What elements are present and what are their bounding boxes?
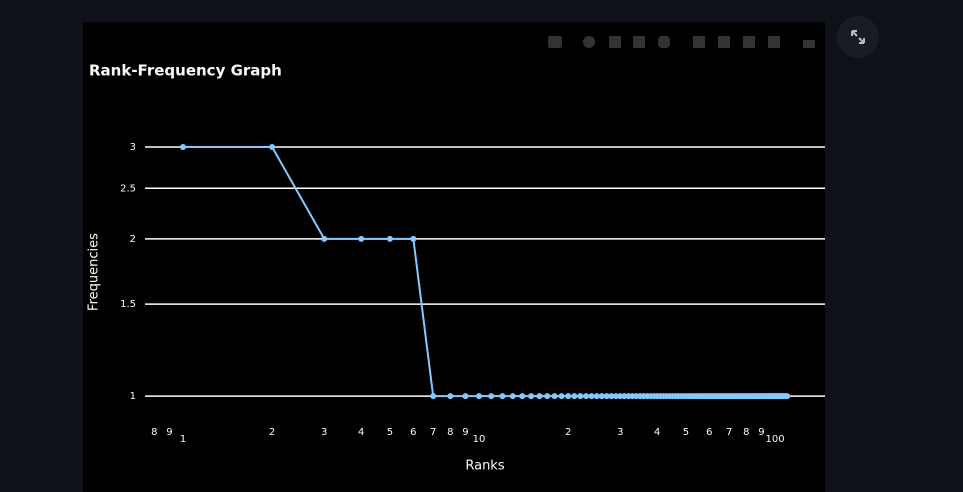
y-axis-title: Frequencies [87, 233, 102, 311]
lasso-button[interactable] [658, 36, 670, 48]
data-point [571, 393, 578, 400]
x-tick-label: 5 [387, 427, 393, 438]
x-tick-label: 5 [683, 427, 689, 438]
data-point [488, 393, 495, 400]
data-point [588, 393, 595, 400]
box-select-button[interactable] [633, 36, 645, 48]
data-point [358, 235, 365, 242]
data-point [565, 393, 572, 400]
x-tick-label: 8 [151, 427, 157, 438]
x-tick-label: 2 [565, 427, 571, 438]
y-tick-label: 1 [130, 391, 136, 402]
data-point [476, 393, 483, 400]
x-tick-label: 9 [166, 427, 172, 438]
chart-title: Rank-Frequency Graph [89, 62, 282, 80]
x-tick-label: 9 [462, 427, 468, 438]
data-point [509, 393, 516, 400]
data-point [583, 393, 590, 400]
zoom-in-button[interactable] [693, 36, 705, 48]
data-point [598, 393, 605, 400]
x-tick-label: 3 [617, 427, 623, 438]
autoscale-button[interactable] [743, 36, 755, 48]
x-tick-label: 8 [447, 427, 453, 438]
zoom-button[interactable] [583, 36, 595, 48]
x-tick-label: 10 [473, 434, 486, 445]
data-point [447, 393, 454, 400]
data-point [430, 393, 437, 400]
x-tick-label: 8 [743, 427, 749, 438]
data-point [410, 235, 417, 242]
data-point [499, 393, 506, 400]
plotly-logo[interactable] [803, 40, 815, 48]
x-tick-label: 100 [765, 434, 784, 445]
data-point [528, 393, 535, 400]
fullscreen-icon [851, 30, 865, 44]
data-point [784, 393, 791, 400]
y-tick-label: 2 [130, 234, 136, 245]
data-point [269, 143, 276, 150]
data-point [180, 143, 187, 150]
x-axis-title: Ranks [465, 459, 504, 474]
data-point [321, 235, 328, 242]
x-tick-label: 7 [726, 427, 732, 438]
chart-background [83, 22, 825, 492]
pan-button[interactable] [609, 36, 621, 48]
y-tick-label: 1.5 [120, 299, 136, 310]
data-point [558, 393, 565, 400]
data-point [536, 393, 543, 400]
data-point [617, 393, 624, 400]
x-tick-label: 2 [269, 427, 275, 438]
x-tick-label: 4 [654, 427, 660, 438]
y-tick-label: 3 [130, 142, 136, 153]
data-point [577, 393, 584, 400]
toolbar [548, 36, 815, 48]
x-tick-label: 3 [321, 427, 327, 438]
data-point [386, 235, 393, 242]
data-point [519, 393, 526, 400]
data-point [612, 393, 619, 400]
data-point [603, 393, 610, 400]
x-tick-label: 7 [430, 427, 436, 438]
x-tick-label: 9 [758, 427, 764, 438]
reset-button[interactable] [768, 36, 780, 48]
x-tick-label: 1 [180, 434, 186, 445]
data-point [551, 393, 558, 400]
x-tick-label: 6 [706, 427, 712, 438]
camera-button[interactable] [548, 36, 562, 48]
zoom-out-button[interactable] [718, 36, 730, 48]
data-point [608, 393, 615, 400]
data-point [593, 393, 600, 400]
x-tick-label: 4 [358, 427, 364, 438]
data-point [544, 393, 551, 400]
y-tick-label: 2.5 [120, 183, 136, 194]
fullscreen-button[interactable] [837, 16, 879, 58]
data-point [462, 393, 469, 400]
x-tick-label: 6 [410, 427, 416, 438]
